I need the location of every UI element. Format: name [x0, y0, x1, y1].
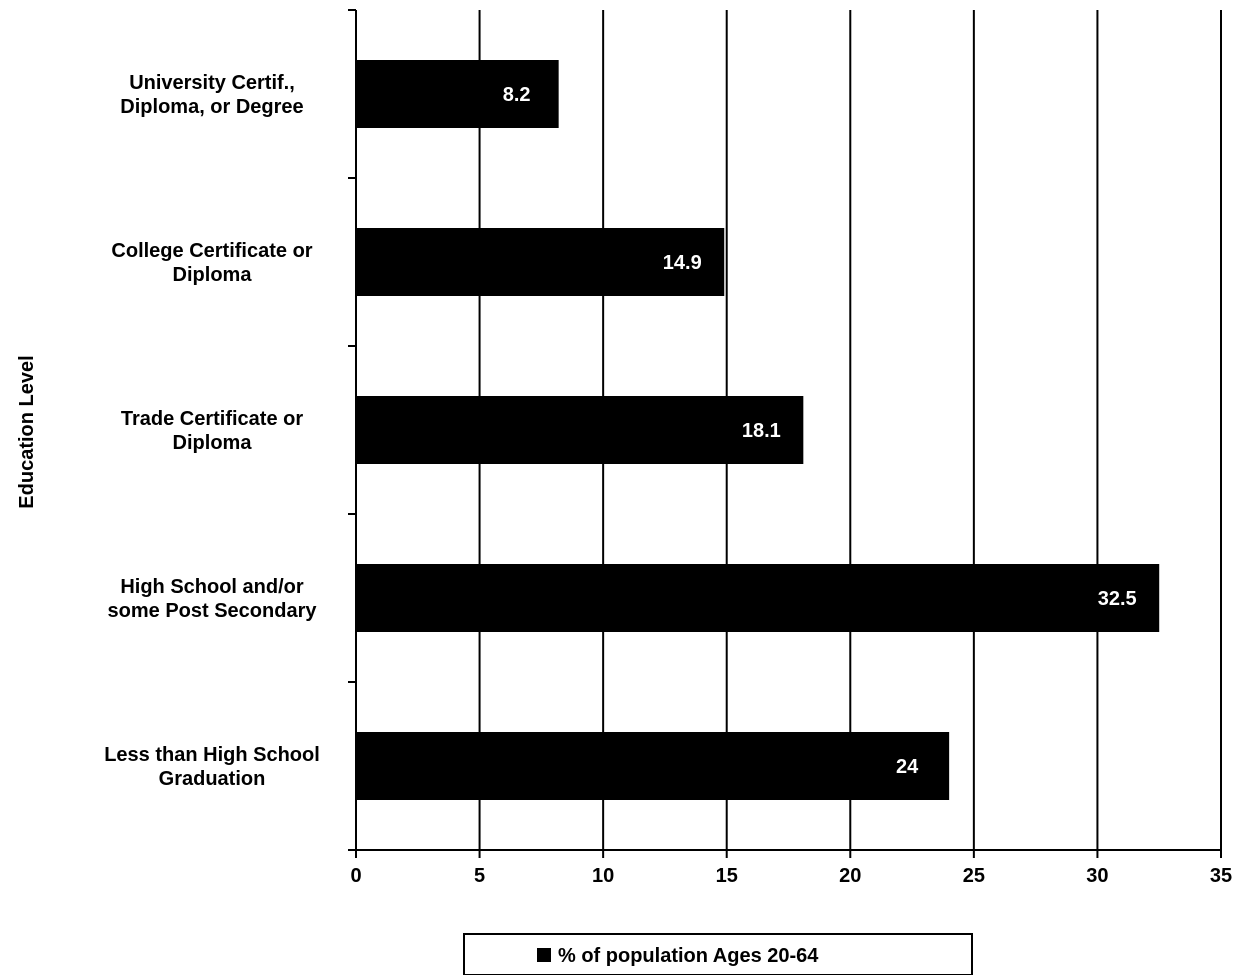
x-tick-label: 15 [716, 865, 738, 887]
bar-value-label: 14.9 [663, 252, 702, 274]
bar [356, 228, 725, 296]
category-label: Diploma, or Degree [120, 96, 303, 118]
category-label: Trade Certificate or [121, 408, 304, 430]
bar-value-label: 8.2 [503, 84, 531, 106]
x-tick-label: 0 [350, 865, 361, 887]
x-tick-labels: 0 5 10 15 20 25 30 35 [350, 865, 1232, 887]
x-tick-label: 25 [963, 865, 985, 887]
bar [356, 564, 1160, 632]
legend-swatch [537, 948, 551, 962]
legend-label: % of population Ages 20-64 [558, 945, 819, 967]
category-label: Less than High School [104, 744, 320, 766]
y-axis-title: Education Level [16, 355, 38, 508]
x-tick-label: 20 [839, 865, 861, 887]
bar [356, 396, 804, 464]
category-label: College Certificate or [111, 240, 312, 262]
bars: 8.2 14.9 18.1 32.5 24 [356, 60, 1160, 800]
legend: % of population Ages 20-64 [463, 933, 973, 975]
category-label: Diploma [173, 264, 253, 286]
axes [348, 9, 1222, 858]
category-label: High School and/or [120, 576, 304, 598]
bar-value-label: 24 [896, 756, 919, 778]
bar [356, 732, 950, 800]
category-label: Graduation [159, 768, 266, 790]
x-tick-label: 30 [1086, 865, 1108, 887]
bar-value-label: 18.1 [742, 420, 781, 442]
bar-value-label: 32.5 [1098, 588, 1137, 610]
x-tick-label: 10 [592, 865, 614, 887]
bar [356, 60, 559, 128]
category-label: some Post Secondary [108, 600, 318, 622]
category-label: Diploma [173, 432, 253, 454]
x-tick-label: 5 [474, 865, 485, 887]
category-label: University Certif., [129, 72, 295, 94]
x-tick-label: 35 [1210, 865, 1232, 887]
category-labels: University Certif.,Diploma, or Degree Col… [104, 72, 320, 790]
